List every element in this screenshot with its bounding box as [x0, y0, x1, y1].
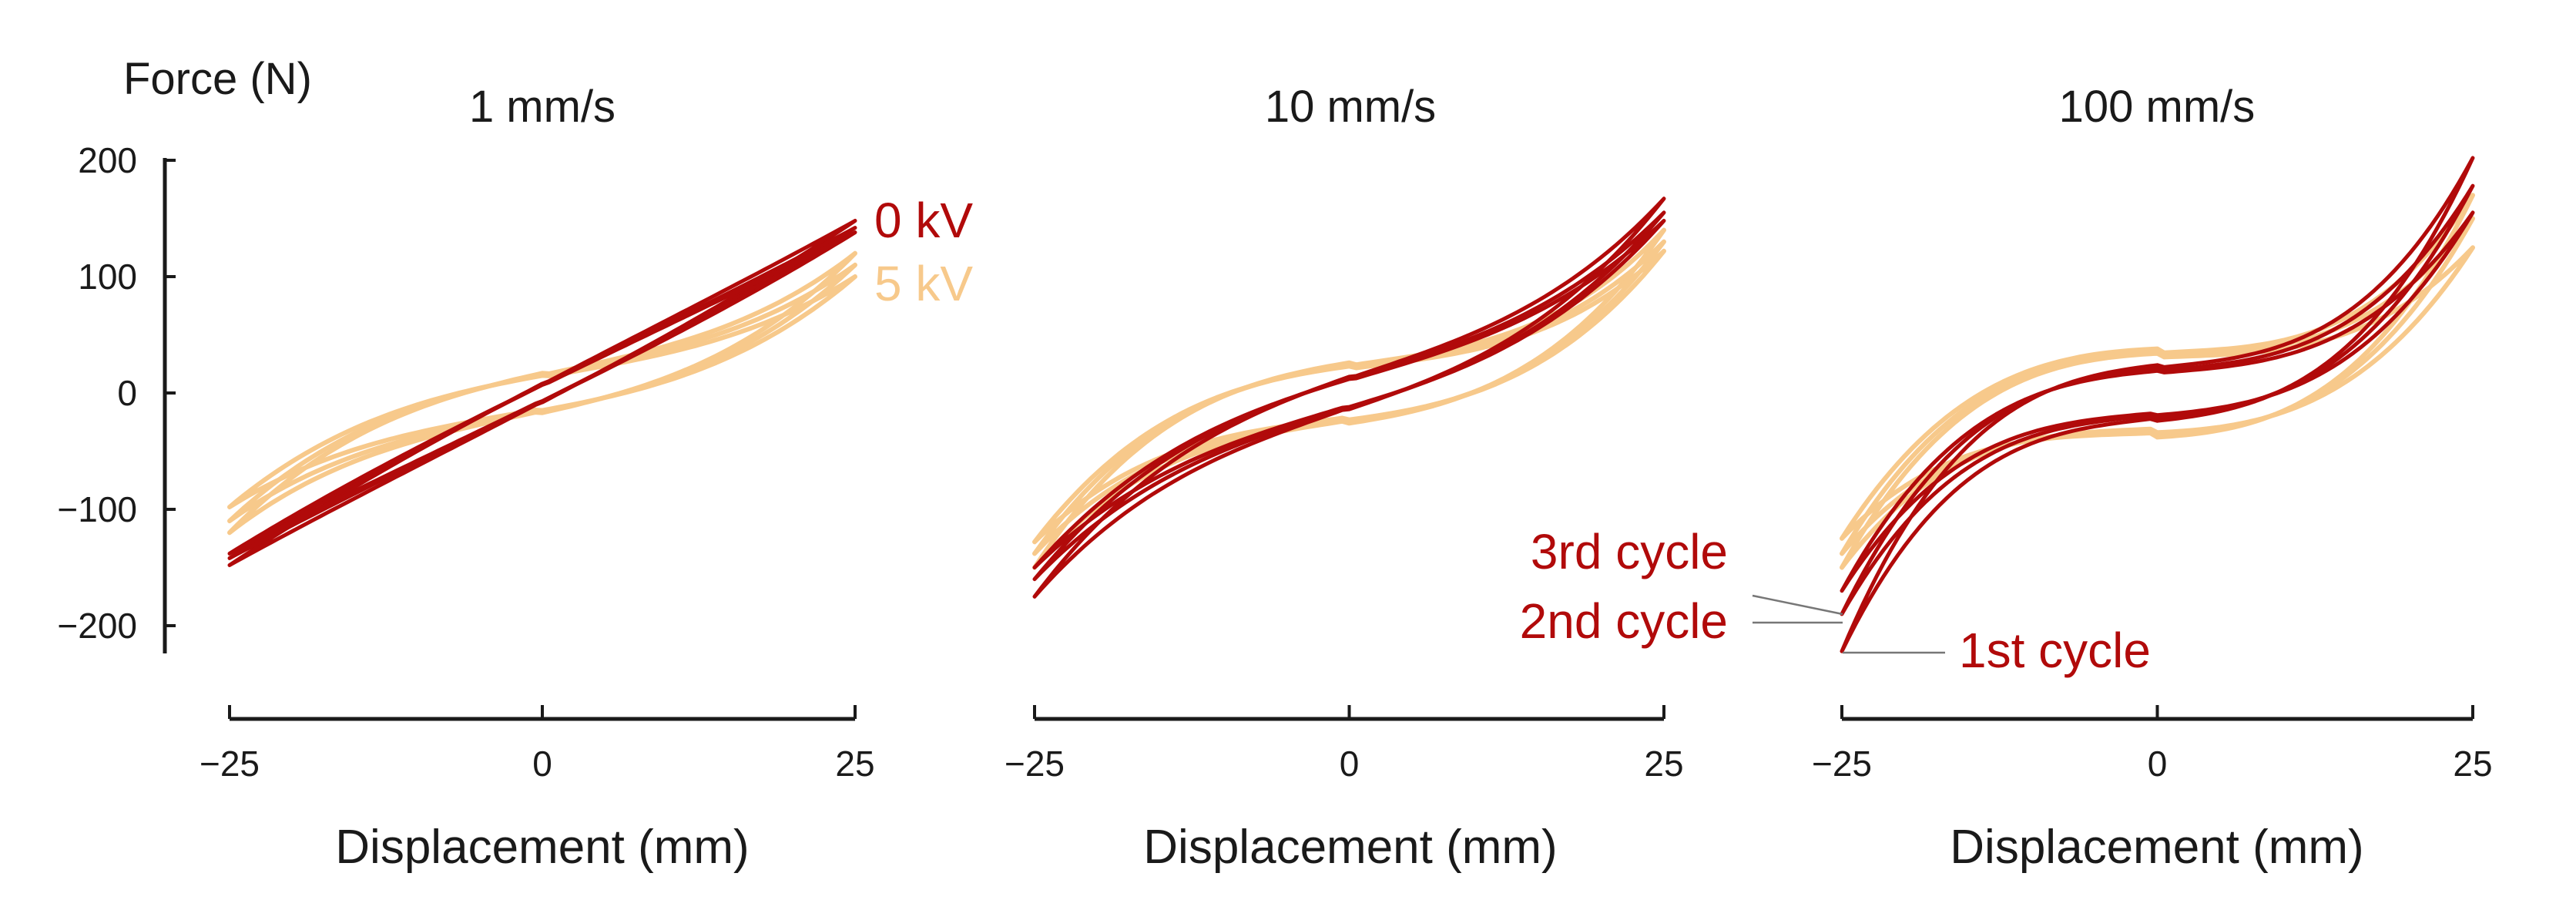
hysteresis-loop-5kv-cycle-2	[230, 265, 855, 521]
panel-3-x-ticks: −25 0 25	[1812, 705, 2493, 784]
hysteresis-loop-0kv-cycle-1	[230, 221, 855, 566]
panel-1-x-axis-label: Displacement (mm)	[335, 821, 749, 874]
y-axis-label: Force (N)	[123, 54, 312, 104]
hysteresis-loop-0kv-cycle-2	[1842, 186, 2473, 614]
x-tick-label: 25	[835, 744, 874, 784]
panel-3-title: 100 mm/s	[2059, 82, 2256, 132]
cycle-annotations: 3rd cycle 2nd cycle 1st cycle	[1520, 524, 2151, 678]
legend: 0 kV 5 kV	[874, 193, 973, 311]
panel-3-curves	[1842, 158, 2473, 651]
hysteresis-loop-0kv-cycle-3	[1035, 221, 1664, 568]
hysteresis-loop-0kv-cycle-1	[1842, 158, 2473, 651]
legend-label-0kv: 0 kV	[874, 193, 973, 248]
y-tick-label: 0	[117, 373, 137, 413]
x-tick-label: 0	[532, 744, 552, 784]
x-tick-label: 25	[2453, 744, 2492, 784]
hysteresis-loop-5kv-cycle-2	[1842, 219, 2473, 554]
hysteresis-loop-0kv-cycle-2	[230, 228, 855, 559]
panel-1-x-ticks: −25 0 25	[200, 705, 875, 784]
panel-1-curves	[230, 221, 855, 566]
force-displacement-figure: Force (N) 200 100 0 −100 −200 1 mm/s −25 0 25 …	[0, 0, 2576, 900]
y-tick-label: 200	[78, 140, 137, 180]
x-tick-label: −25	[200, 744, 260, 784]
annotation-1st-cycle: 1st cycle	[1959, 623, 2151, 678]
hysteresis-loop-5kv-cycle-1	[230, 254, 855, 532]
x-tick-label: 0	[2148, 744, 2168, 784]
annotation-2nd-cycle: 2nd cycle	[1520, 593, 1728, 649]
panel-2-title: 10 mm/s	[1265, 82, 1436, 132]
leader-3rd-cycle	[1753, 596, 1843, 614]
panel-2-x-ticks: −25 0 25	[1005, 705, 1684, 784]
annotation-3rd-cycle: 3rd cycle	[1531, 524, 1728, 579]
y-tick-label: −100	[57, 489, 137, 529]
y-ticks: 200 100 0 −100 −200	[57, 140, 176, 646]
legend-label-5kv: 5 kV	[874, 256, 973, 311]
x-tick-label: −25	[1005, 744, 1065, 784]
panel-2: 10 mm/s −25 0 25 Displacement (mm)	[1005, 82, 1684, 874]
panel-1: 1 mm/s −25 0 25 Displacement (mm)	[200, 82, 875, 874]
y-tick-label: 100	[78, 257, 137, 297]
hysteresis-loop-0kv-cycle-3	[230, 233, 855, 554]
x-tick-label: 0	[1340, 744, 1360, 784]
y-axis: Force (N) 200 100 0 −100 −200	[57, 54, 312, 653]
x-tick-label: −25	[1812, 744, 1872, 784]
panel-2-x-axis-label: Displacement (mm)	[1143, 821, 1557, 874]
panel-1-title: 1 mm/s	[469, 82, 615, 132]
panel-3-x-axis-label: Displacement (mm)	[1950, 821, 2363, 874]
x-tick-label: 25	[1644, 744, 1683, 784]
y-tick-label: −200	[57, 606, 137, 646]
hysteresis-loop-0kv-cycle-3	[1842, 213, 2473, 591]
panel-3: 100 mm/s −25 0 25 Displacement (mm)	[1812, 82, 2493, 874]
